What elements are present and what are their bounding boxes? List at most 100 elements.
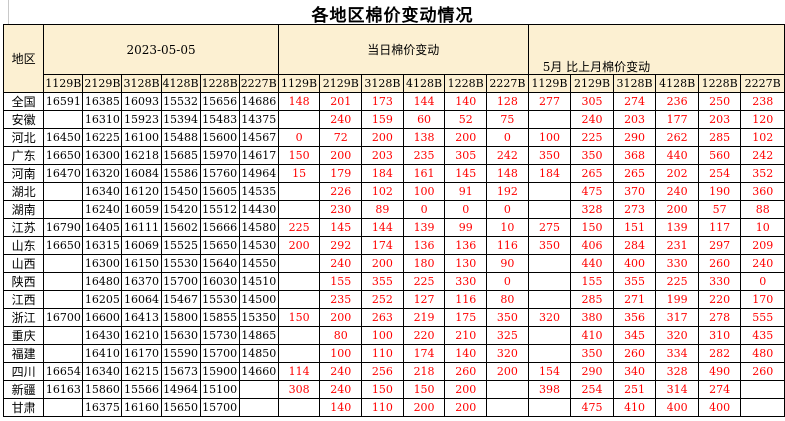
monthly-change-cell[interactable]: 398 xyxy=(527,380,572,399)
daily-change-cell[interactable]: 75 xyxy=(486,110,529,129)
monthly-change-cell[interactable] xyxy=(527,254,572,273)
price-cell[interactable]: 15525 xyxy=(160,236,201,255)
monthly-change-cell[interactable]: 475 xyxy=(570,182,614,201)
monthly-change-cell[interactable]: 236 xyxy=(655,92,699,111)
monthly-change-cell[interactable]: 410 xyxy=(570,326,614,345)
price-cell[interactable]: 16310 xyxy=(82,110,123,129)
price-cell[interactable]: 16340 xyxy=(82,182,123,201)
price-cell[interactable]: 16470 xyxy=(43,164,84,183)
daily-change-cell[interactable]: 72 xyxy=(319,128,363,147)
price-cell[interactable]: 14430 xyxy=(238,200,279,219)
daily-change-cell[interactable]: 100 xyxy=(402,182,446,201)
region-cell[interactable]: 山西 xyxy=(2,254,45,273)
price-cell[interactable]: 16300 xyxy=(82,254,123,273)
price-cell[interactable]: 16170 xyxy=(121,344,162,363)
monthly-change-cell[interactable]: 240 xyxy=(655,182,699,201)
monthly-change-cell[interactable]: 317 xyxy=(655,308,699,327)
monthly-change-cell[interactable]: 475 xyxy=(570,398,614,417)
monthly-change-cell[interactable]: 271 xyxy=(612,290,657,309)
monthly-change-cell[interactable]: 368 xyxy=(612,146,657,165)
price-cell[interactable]: 14550 xyxy=(238,254,279,273)
grade-column-header[interactable]: 2227B xyxy=(740,74,785,93)
price-cell[interactable]: 14617 xyxy=(238,146,279,165)
daily-change-cell[interactable]: 145 xyxy=(319,218,363,237)
grade-column-header[interactable]: 2227B xyxy=(238,74,279,93)
region-cell[interactable]: 广东 xyxy=(2,146,45,165)
monthly-change-cell[interactable]: 254 xyxy=(697,164,742,183)
daily-change-cell[interactable]: 140 xyxy=(444,92,488,111)
daily-change-cell[interactable]: 0 xyxy=(486,128,529,147)
monthly-change-cell[interactable]: 190 xyxy=(697,182,742,201)
price-cell[interactable]: 15685 xyxy=(160,146,201,165)
daily-change-cell[interactable]: 140 xyxy=(444,344,488,363)
monthly-change-cell[interactable]: 340 xyxy=(612,362,657,381)
daily-change-cell[interactable]: 159 xyxy=(361,110,404,129)
monthly-change-cell[interactable]: 380 xyxy=(570,308,614,327)
monthly-change-cell[interactable]: 200 xyxy=(655,200,699,219)
daily-change-cell[interactable]: 0 xyxy=(277,128,321,147)
monthly-change-cell[interactable]: 350 xyxy=(570,344,614,363)
price-cell[interactable]: 15420 xyxy=(160,200,201,219)
daily-change-cell[interactable]: 102 xyxy=(361,182,404,201)
price-cell[interactable]: 15666 xyxy=(199,218,240,237)
daily-change-cell[interactable] xyxy=(277,326,321,345)
price-cell[interactable]: 16790 xyxy=(43,218,84,237)
daily-change-cell[interactable]: 330 xyxy=(444,272,488,291)
grade-column-header[interactable]: 2129B xyxy=(570,74,614,93)
price-cell[interactable]: 16163 xyxy=(43,380,84,399)
daily-change-cell[interactable]: 110 xyxy=(361,344,404,363)
daily-change-cell[interactable]: 174 xyxy=(361,236,404,255)
grade-column-header[interactable]: 4128B xyxy=(402,74,446,93)
region-cell[interactable]: 山东 xyxy=(2,236,45,255)
monthly-change-cell[interactable]: 240 xyxy=(740,254,785,273)
monthly-change-cell[interactable]: 400 xyxy=(612,254,657,273)
grade-column-header[interactable]: 1228B xyxy=(199,74,240,93)
grade-column-header[interactable]: 1129B xyxy=(43,74,84,93)
monthly-change-cell[interactable]: 275 xyxy=(527,218,572,237)
monthly-change-cell[interactable] xyxy=(740,380,785,399)
monthly-change-cell[interactable]: 102 xyxy=(740,128,785,147)
monthly-change-cell[interactable]: 155 xyxy=(570,272,614,291)
price-cell[interactable]: 15590 xyxy=(160,344,201,363)
daily-change-cell[interactable]: 136 xyxy=(444,236,488,255)
daily-change-cell[interactable]: 260 xyxy=(444,362,488,381)
price-cell[interactable]: 16100 xyxy=(121,128,162,147)
monthly-change-cell[interactable] xyxy=(527,110,572,129)
daily-change-cell[interactable]: 226 xyxy=(319,182,363,201)
price-cell[interactable]: 16654 xyxy=(43,362,84,381)
monthly-change-cell[interactable]: 560 xyxy=(697,146,742,165)
daily-change-cell[interactable]: 89 xyxy=(361,200,404,219)
daily-change-cell[interactable]: 292 xyxy=(319,236,363,255)
monthly-change-cell[interactable] xyxy=(527,326,572,345)
price-cell[interactable]: 16700 xyxy=(43,308,84,327)
price-cell[interactable]: 16064 xyxy=(121,290,162,309)
price-cell[interactable]: 15602 xyxy=(160,218,201,237)
daily-change-cell[interactable]: 200 xyxy=(319,308,363,327)
region-cell[interactable]: 江西 xyxy=(2,290,45,309)
price-cell[interactable]: 16450 xyxy=(43,128,84,147)
monthly-change-cell[interactable]: 406 xyxy=(570,236,614,255)
daily-change-cell[interactable]: 175 xyxy=(444,308,488,327)
daily-change-cell[interactable]: 325 xyxy=(486,326,529,345)
monthly-change-group-header[interactable]: 5月 比上月棉价变动 xyxy=(527,24,785,75)
price-cell[interactable]: 16315 xyxy=(82,236,123,255)
daily-change-cell[interactable]: 128 xyxy=(486,92,529,111)
daily-change-cell[interactable] xyxy=(277,182,321,201)
monthly-change-cell[interactable]: 100 xyxy=(527,128,572,147)
price-cell[interactable]: 14375 xyxy=(238,110,279,129)
daily-change-cell[interactable]: 355 xyxy=(361,272,404,291)
monthly-change-cell[interactable]: 154 xyxy=(527,362,572,381)
region-cell[interactable]: 浙江 xyxy=(2,308,45,327)
monthly-change-cell[interactable]: 273 xyxy=(612,200,657,219)
price-cell[interactable]: 16405 xyxy=(82,218,123,237)
monthly-change-cell[interactable]: 290 xyxy=(570,362,614,381)
region-cell[interactable]: 河北 xyxy=(2,128,45,147)
monthly-change-cell[interactable] xyxy=(527,398,572,417)
daily-change-cell[interactable]: 139 xyxy=(402,218,446,237)
monthly-change-cell[interactable]: 320 xyxy=(655,326,699,345)
price-cell[interactable]: 14850 xyxy=(238,344,279,363)
daily-change-cell[interactable]: 91 xyxy=(444,182,488,201)
daily-change-cell[interactable]: 100 xyxy=(319,344,363,363)
monthly-change-cell[interactable]: 350 xyxy=(570,146,614,165)
daily-change-cell[interactable]: 179 xyxy=(319,164,363,183)
